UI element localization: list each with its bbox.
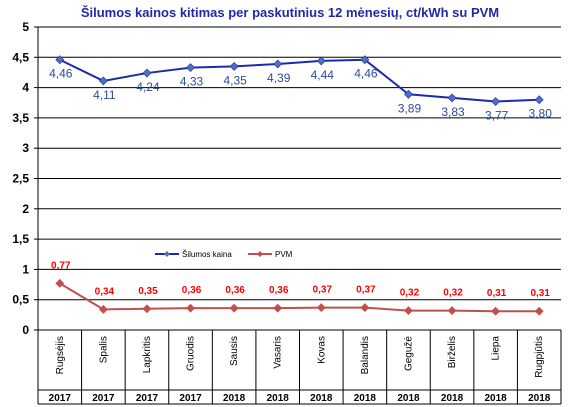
data-point: [229, 61, 239, 71]
x-tick-label: Lapkritis: [142, 336, 153, 373]
data-point: [273, 59, 283, 69]
data-point: [447, 93, 457, 103]
data-label: 4,24: [136, 80, 160, 94]
data-point: [186, 303, 195, 313]
y-tick-label: 1,5: [12, 232, 29, 246]
data-point: [491, 97, 501, 106]
data-point: [55, 278, 65, 288]
data-point: [360, 55, 370, 65]
x-tick-label: Liepa: [491, 336, 502, 361]
data-point: [404, 306, 413, 316]
data-label: 3,80: [529, 107, 553, 121]
data-label: 3,89: [398, 101, 422, 115]
y-tick-label: 4: [22, 81, 29, 95]
data-point: [142, 304, 152, 314]
x-tick-label: Gruodis: [186, 336, 197, 371]
series-line-silumos-kaina: [59, 58, 540, 103]
data-label: 4,46: [354, 67, 378, 81]
series-layer: [55, 55, 544, 316]
y-tick-label: 2: [22, 202, 29, 216]
chart-title: Šilumos kainos kitimas per paskutinius 1…: [81, 5, 499, 20]
data-label: 0,34: [95, 286, 115, 297]
data-label: 4,33: [180, 75, 204, 89]
data-point: [273, 303, 283, 313]
year-label: 2017: [49, 393, 72, 404]
x-tick-label: Gegužė: [403, 336, 414, 371]
data-point: [229, 303, 239, 313]
year-label: 2018: [354, 393, 377, 404]
data-point: [316, 56, 326, 66]
data-label: 4,11: [93, 88, 116, 102]
data-label: 3,83: [441, 105, 465, 119]
legend-label: Šilumos kaina: [182, 250, 232, 259]
data-point: [55, 55, 65, 65]
data-label: 4,44: [311, 68, 335, 82]
legend: Šilumos kaina PVM: [155, 250, 293, 259]
year-label: 2018: [267, 393, 290, 404]
legend-marker: [257, 251, 263, 257]
data-point: [404, 89, 413, 99]
x-tick-label: Birželis: [447, 336, 458, 368]
data-label: 0,32: [443, 288, 463, 299]
year-label: 2018: [528, 393, 551, 404]
y-tick-label: 4,5: [12, 50, 29, 64]
x-tick-label: Balandis: [360, 336, 371, 374]
y-tick-label: 5: [22, 20, 29, 34]
data-label: 4,39: [267, 71, 291, 85]
data-label: 4,46: [49, 67, 73, 81]
data-point: [534, 306, 544, 316]
data-label: 0,36: [182, 285, 202, 296]
data-label: 0,36: [225, 285, 245, 296]
data-point: [360, 303, 370, 313]
x-tick-label: Vasaris: [273, 336, 284, 369]
year-label: 2018: [223, 393, 246, 404]
y-tick-label: 1: [22, 262, 29, 276]
data-label: 0,31: [530, 288, 550, 299]
data-label: 0,36: [269, 285, 289, 296]
year-label: 2018: [485, 393, 508, 404]
data-labels: 4,46 4,11 4,24 4,33 4,35 4,39 4,44 4,46 3,89 3,83…: [49, 67, 552, 299]
data-point: [186, 63, 195, 73]
data-point: [534, 95, 544, 105]
y-tick-label: 0: [22, 323, 29, 337]
data-label: 3,77: [485, 109, 509, 123]
gridlines: [38, 26, 561, 301]
year-label: 2017: [136, 393, 159, 404]
x-tick-label: Rugsėjis: [55, 336, 66, 374]
data-label: 0,35: [138, 286, 158, 297]
x-tick-label: Rugpjūtis: [534, 336, 545, 378]
year-label: 2017: [92, 393, 115, 404]
y-tick-label: 3,5: [12, 111, 29, 125]
y-tick-label: 0,5: [12, 293, 29, 307]
year-label: 2017: [179, 393, 202, 404]
y-tick-label: 3: [22, 141, 29, 155]
x-tick-label: Kovas: [316, 336, 327, 364]
series-line-pvm: [59, 282, 540, 313]
year-label: 2018: [310, 393, 333, 404]
legend-label: PVM: [275, 250, 293, 259]
category-table: Rugsėjis 2017 Spalis 2017 Lapkritis 2017 Gruod…: [37, 330, 562, 405]
data-point: [447, 306, 457, 316]
data-label: 0,77: [51, 260, 71, 271]
data-point: [98, 76, 108, 86]
data-point: [316, 303, 326, 313]
legend-marker: [164, 251, 170, 257]
data-label: 0,31: [487, 288, 507, 299]
y-tick-label: 2,5: [12, 172, 29, 186]
data-point: [491, 306, 501, 316]
data-label: 4,35: [223, 73, 247, 87]
x-tick-label: Spalis: [98, 336, 109, 363]
data-point: [142, 68, 152, 78]
data-point: [98, 304, 108, 314]
data-label: 0,37: [313, 285, 333, 296]
data-label: 0,37: [356, 285, 376, 296]
year-label: 2018: [397, 393, 420, 404]
data-label: 0,32: [400, 288, 420, 299]
year-label: 2018: [441, 393, 464, 404]
x-tick-label: Sausis: [229, 336, 240, 366]
